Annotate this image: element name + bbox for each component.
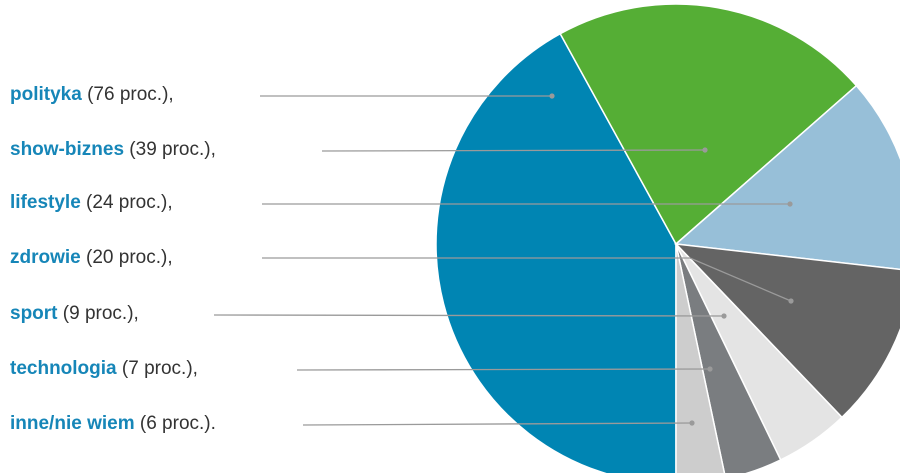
legend-item-zdrowie: zdrowie (20 proc.), — [10, 247, 173, 269]
pie-slice-inne-nie-wiem — [675, 243, 726, 473]
leader-dot-polityka — [549, 93, 555, 99]
pie-slice-technologia — [675, 243, 782, 473]
legend-item-technologia: technologia (7 proc.), — [10, 358, 198, 380]
legend-value: (7 proc.), — [116, 358, 198, 379]
leader-line-zdrowie — [262, 257, 792, 302]
leader-dot-show-biznes — [702, 147, 708, 153]
legend-item-lifestyle: lifestyle (24 proc.), — [10, 192, 173, 214]
leader-line-inne-nie-wiem — [302, 422, 693, 426]
legend-label: lifestyle — [10, 192, 81, 213]
pie-slice-polityka — [435, 32, 677, 473]
leader-line-show-biznes — [321, 149, 706, 152]
legend-value: (39 proc.), — [124, 139, 216, 160]
leader-dot-zdrowie — [788, 298, 794, 304]
legend-item-polityka: polityka (76 proc.), — [10, 84, 174, 106]
legend-value: (24 proc.), — [80, 192, 173, 213]
legend-label: polityka — [10, 84, 82, 105]
leader-dot-inne-nie-wiem — [689, 420, 695, 426]
legend-item-show-biznes: show-biznes (39 proc.), — [10, 139, 216, 161]
legend-value: (20 proc.), — [80, 247, 173, 268]
legend-value: (6 proc.). — [134, 413, 216, 434]
pie-slice-zdrowie — [674, 243, 900, 419]
legend-label: zdrowie — [10, 247, 81, 268]
leader-dot-lifestyle — [787, 201, 793, 207]
pie-slice-show-biznes — [559, 3, 858, 246]
legend-value: (9 proc.), — [57, 303, 139, 324]
pie-slice-lifestyle — [674, 84, 900, 271]
legend-label: inne/nie wiem — [10, 413, 135, 434]
leader-line-sport — [213, 314, 725, 317]
leader-line-technologia — [296, 368, 711, 371]
legend-value: (76 proc.), — [81, 84, 174, 105]
leader-dot-sport — [721, 313, 727, 319]
legend-item-inne-nie-wiem: inne/nie wiem (6 proc.). — [10, 413, 216, 435]
legend-label: technologia — [10, 358, 117, 379]
legend-label: show-biznes — [10, 139, 125, 160]
legend-item-sport: sport (9 proc.), — [10, 303, 139, 325]
leader-dot-technologia — [707, 366, 713, 372]
legend-label: sport — [10, 303, 58, 324]
